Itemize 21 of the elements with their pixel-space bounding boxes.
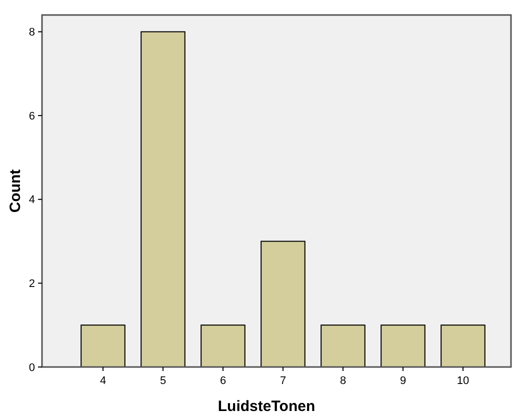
y-tick-label: 0 [28,362,35,374]
bar [80,324,126,368]
y-tick-label: 6 [28,110,35,122]
x-tick-label: 8 [340,375,346,387]
y-axis-title: Count [7,169,24,213]
x-tick-label: 5 [160,375,166,387]
y-tick-label: 2 [28,278,35,290]
x-tick-label: 10 [456,375,470,387]
x-tick-label: 9 [400,375,406,387]
x-axis-title: LuidsteTonen [218,398,316,415]
y-tick-label: 4 [28,194,35,206]
bar [140,31,186,368]
x-tick-label: 6 [220,375,226,387]
x-tick-label: 4 [100,375,106,387]
bar [260,240,306,368]
bar [380,324,426,368]
bar [320,324,366,368]
bar [440,324,486,368]
y-tick-label: 8 [28,26,35,39]
x-tick-label: 7 [280,375,286,387]
bar [200,324,246,368]
